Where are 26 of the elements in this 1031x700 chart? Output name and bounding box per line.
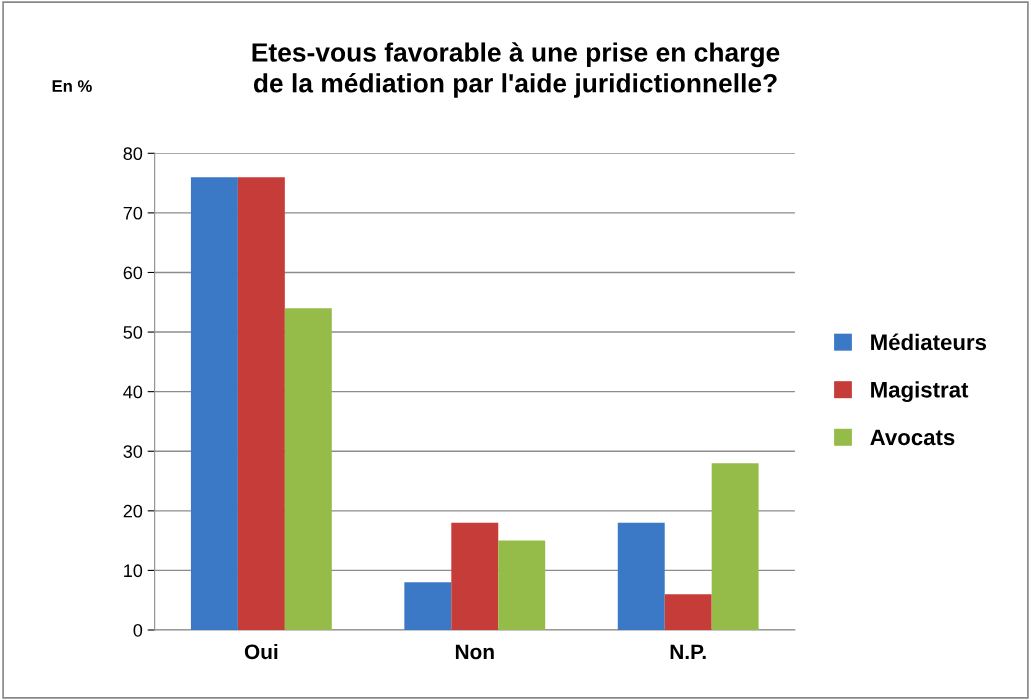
bar [404, 582, 452, 630]
bar [284, 308, 332, 630]
y-tick-label: 30 [123, 445, 143, 458]
bar [617, 522, 665, 630]
bar [664, 594, 712, 630]
bar [237, 177, 285, 630]
legend-label: Magistrat [871, 381, 969, 403]
y-tick-label: 60 [123, 266, 143, 280]
bar [451, 522, 499, 630]
bar [190, 177, 238, 630]
bar [498, 540, 546, 630]
x-tick-label: Non [455, 644, 494, 660]
y-tick-label: 10 [124, 564, 143, 578]
legend-label: Avocats [870, 429, 955, 446]
y-tick-label: 0 [133, 623, 143, 637]
y-tick-label: 70 [123, 206, 143, 220]
y-tick-label: 50 [123, 326, 143, 339]
y-tick-label: 20 [123, 504, 143, 518]
x-tick-label: Oui [244, 643, 278, 660]
chart-title: Etes-vous favorable à une prise en charge de la médiation par l'aide juridictionnelle? [252, 42, 780, 98]
x-tick-label: N.P. [670, 644, 706, 659]
legend-label: Médiateurs [871, 333, 987, 351]
y-tick-label: 80 [123, 147, 143, 161]
bar [711, 463, 759, 630]
y-tick-label: 40 [123, 385, 143, 399]
y-axis-title: En % [52, 80, 92, 92]
